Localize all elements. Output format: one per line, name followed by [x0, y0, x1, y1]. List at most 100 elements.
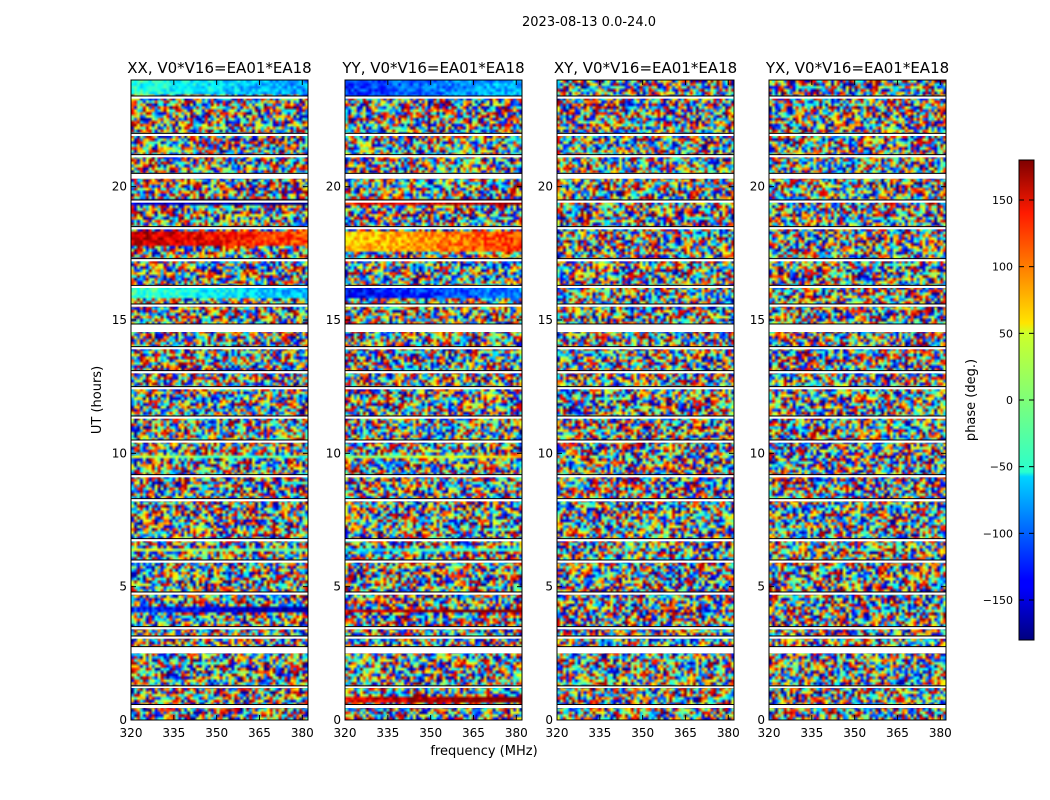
- flagged-band: [769, 560, 946, 563]
- flagged-band: [131, 324, 308, 332]
- colorbar-tick-label: −150: [983, 594, 1013, 607]
- x-tick-label: 350: [631, 726, 654, 740]
- y-tick-label: 10: [538, 446, 553, 460]
- y-tick-label: 20: [750, 180, 765, 194]
- flagged-band: [131, 440, 308, 443]
- panel-frame: [130, 79, 309, 721]
- flagged-band: [769, 685, 946, 688]
- flagged-band: [345, 704, 522, 708]
- flagged-band: [557, 592, 734, 595]
- flagged-band: [131, 96, 308, 99]
- y-tick-label: 0: [119, 713, 127, 727]
- colorbar-tick-label: −50: [990, 461, 1013, 474]
- flagged-band: [131, 626, 308, 630]
- phase-heatmap: [557, 80, 734, 720]
- flagged-band: [769, 370, 946, 374]
- x-tick-label: 380: [929, 726, 952, 740]
- flagged-band: [557, 636, 734, 639]
- flagged-band: [769, 154, 946, 158]
- flagged-band: [345, 304, 522, 307]
- figure-title: 2023-08-13 0.0-24.0: [522, 15, 656, 30]
- flagged-band: [345, 646, 522, 654]
- flagged-band: [131, 560, 308, 563]
- flagged-band: [131, 258, 308, 262]
- flagged-band: [131, 498, 308, 502]
- y-tick-label: 10: [112, 446, 127, 460]
- flagged-band: [769, 440, 946, 443]
- flagged-band: [557, 440, 734, 443]
- x-tick-label: 380: [505, 726, 528, 740]
- x-tick-label: 365: [462, 726, 485, 740]
- x-tick-label: 350: [419, 726, 442, 740]
- flagged-band: [131, 200, 308, 203]
- flagged-band: [769, 304, 946, 307]
- flagged-band: [131, 133, 308, 136]
- flagged-band: [345, 626, 522, 630]
- flagged-band: [769, 96, 946, 99]
- flagged-band: [345, 96, 522, 99]
- flagged-band: [345, 173, 522, 179]
- panel-xy: XY, V0*V16=EA01*EA18 320 335 350 365 380 0 5 10 1…: [538, 59, 740, 740]
- x-tick-label: 335: [588, 726, 611, 740]
- flagged-band: [131, 636, 308, 639]
- flagged-band: [131, 704, 308, 708]
- flagged-band: [557, 154, 734, 158]
- x-tick-label: 365: [674, 726, 697, 740]
- flagged-band: [557, 685, 734, 688]
- flagged-band: [769, 324, 946, 332]
- panel-frame: [344, 79, 523, 721]
- flagged-band: [557, 285, 734, 288]
- colorbar-tick-label: −100: [983, 527, 1013, 540]
- flagged-band: [557, 538, 734, 542]
- x-tick-label: 335: [800, 726, 823, 740]
- panel-title: XX, V0*V16=EA01*EA18: [127, 59, 311, 77]
- panel-title: XY, V0*V16=EA01*EA18: [554, 59, 737, 77]
- flagged-band: [345, 324, 522, 332]
- y-tick-label: 10: [326, 446, 341, 460]
- flagged-band: [557, 560, 734, 563]
- flagged-band: [557, 626, 734, 630]
- y-tick-label: 5: [333, 580, 341, 594]
- flagged-band: [557, 226, 734, 230]
- colorbar: −150 −100 −50 0 50 100 150 phase (deg.): [964, 159, 1035, 641]
- x-tick-label: 320: [546, 726, 569, 740]
- flagged-band: [769, 592, 946, 595]
- y-tick-label: 5: [119, 580, 127, 594]
- flagged-band: [557, 386, 734, 390]
- colorbar-tick-label: 100: [992, 261, 1013, 274]
- flagged-band: [345, 685, 522, 688]
- flagged-band: [769, 538, 946, 542]
- y-tick-label: 0: [333, 713, 341, 727]
- x-tick-label: 335: [376, 726, 399, 740]
- colorbar-tick-label: 150: [992, 194, 1013, 207]
- flagged-band: [131, 226, 308, 230]
- flagged-band: [345, 560, 522, 563]
- flagged-band: [557, 258, 734, 262]
- panel-yy: YY, V0*V16=EA01*EA18 320 335 350 365 380 0 5 10 1…: [326, 59, 528, 740]
- x-tick-label: 320: [758, 726, 781, 740]
- panel-yx: YX, V0*V16=EA01*EA18 320 335 350 365 380 0 5 10 1…: [750, 59, 952, 740]
- flagged-band: [557, 416, 734, 419]
- flagged-band: [345, 346, 522, 350]
- flagged-band: [769, 133, 946, 136]
- flagged-band: [557, 96, 734, 99]
- flagged-band: [131, 173, 308, 179]
- colorbar-tick-label: 0: [1006, 394, 1013, 407]
- x-tick-label: 365: [886, 726, 909, 740]
- y-tick-label: 5: [757, 580, 765, 594]
- flagged-band: [345, 474, 522, 478]
- flagged-band: [345, 498, 522, 502]
- flagged-band: [557, 498, 734, 502]
- flagged-band: [131, 346, 308, 350]
- x-tick-label: 320: [120, 726, 143, 740]
- flagged-band: [769, 626, 946, 630]
- panel-frame: [768, 79, 947, 721]
- panel-title: YY, V0*V16=EA01*EA18: [341, 59, 524, 77]
- y-tick-label: 15: [750, 313, 765, 327]
- flagged-band: [769, 636, 946, 639]
- y-tick-label: 10: [750, 446, 765, 460]
- flagged-band: [345, 386, 522, 390]
- flagged-band: [131, 154, 308, 158]
- flagged-band: [131, 285, 308, 288]
- flagged-band: [769, 474, 946, 478]
